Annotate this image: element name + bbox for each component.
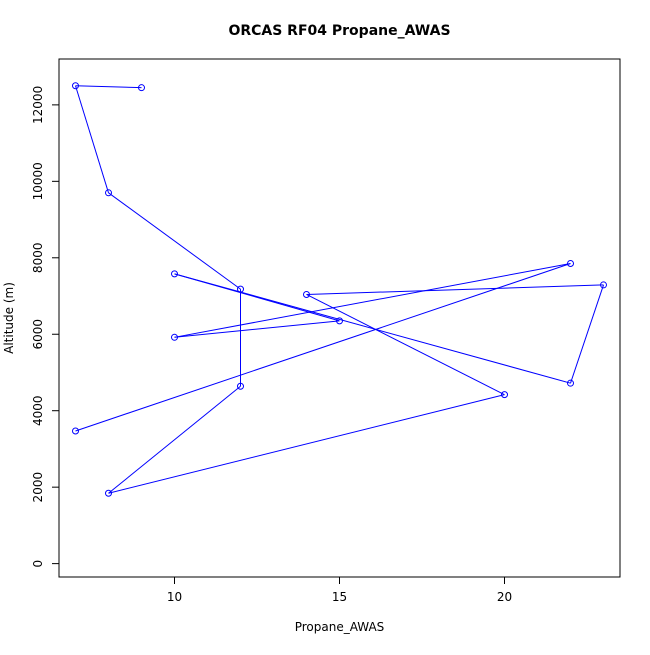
- series-line-segment: [75, 85, 142, 89]
- data-point: [138, 84, 145, 92]
- series-line-segment: [108, 394, 505, 494]
- y-axis-label: Altitude (m): [2, 282, 16, 354]
- data-point: [336, 317, 343, 325]
- series-line-segment: [108, 385, 241, 494]
- y-tick-label: 10000: [31, 162, 45, 200]
- y-axis: 0 2000 4000 6000 8000 10000 12000: [31, 86, 60, 568]
- data-point: [237, 382, 244, 390]
- data-point: [105, 189, 112, 197]
- data-point: [72, 82, 79, 90]
- y-tick-label: 12000: [31, 86, 45, 124]
- data-point: [171, 333, 178, 341]
- chart-title: ORCAS RF04 Propane_AWAS: [228, 23, 450, 39]
- series-layer: [72, 82, 607, 497]
- series-line-segment: [306, 284, 604, 295]
- data-point: [72, 427, 79, 435]
- series-line-segment: [174, 263, 571, 338]
- y-tick-label: 6000: [31, 319, 45, 350]
- x-axis: 10 15 20: [167, 576, 512, 604]
- data-point: [567, 379, 574, 387]
- y-tick-label: 8000: [31, 243, 45, 274]
- series-line-segment: [75, 263, 571, 432]
- data-point: [237, 285, 244, 293]
- x-tick-label: 20: [497, 590, 512, 604]
- series-line-segment: [108, 192, 241, 290]
- y-tick-label: 2000: [31, 472, 45, 503]
- data-point: [105, 489, 112, 497]
- x-tick-label: 10: [167, 590, 182, 604]
- data-point: [600, 281, 607, 289]
- y-tick-label: 0: [31, 560, 45, 568]
- data-point: [171, 270, 178, 278]
- series-line-segment: [570, 284, 604, 384]
- series-line-segment: [174, 273, 571, 384]
- data-point: [501, 391, 508, 399]
- series-line-segment: [306, 294, 505, 396]
- data-point: [567, 260, 574, 268]
- y-tick-label: 4000: [31, 395, 45, 426]
- series-line-segment: [174, 273, 340, 322]
- x-axis-label: Propane_AWAS: [295, 620, 385, 634]
- series-line-segment: [174, 320, 340, 338]
- data-point: [303, 290, 310, 298]
- series-line-segment: [75, 85, 109, 193]
- x-tick-label: 15: [332, 590, 347, 604]
